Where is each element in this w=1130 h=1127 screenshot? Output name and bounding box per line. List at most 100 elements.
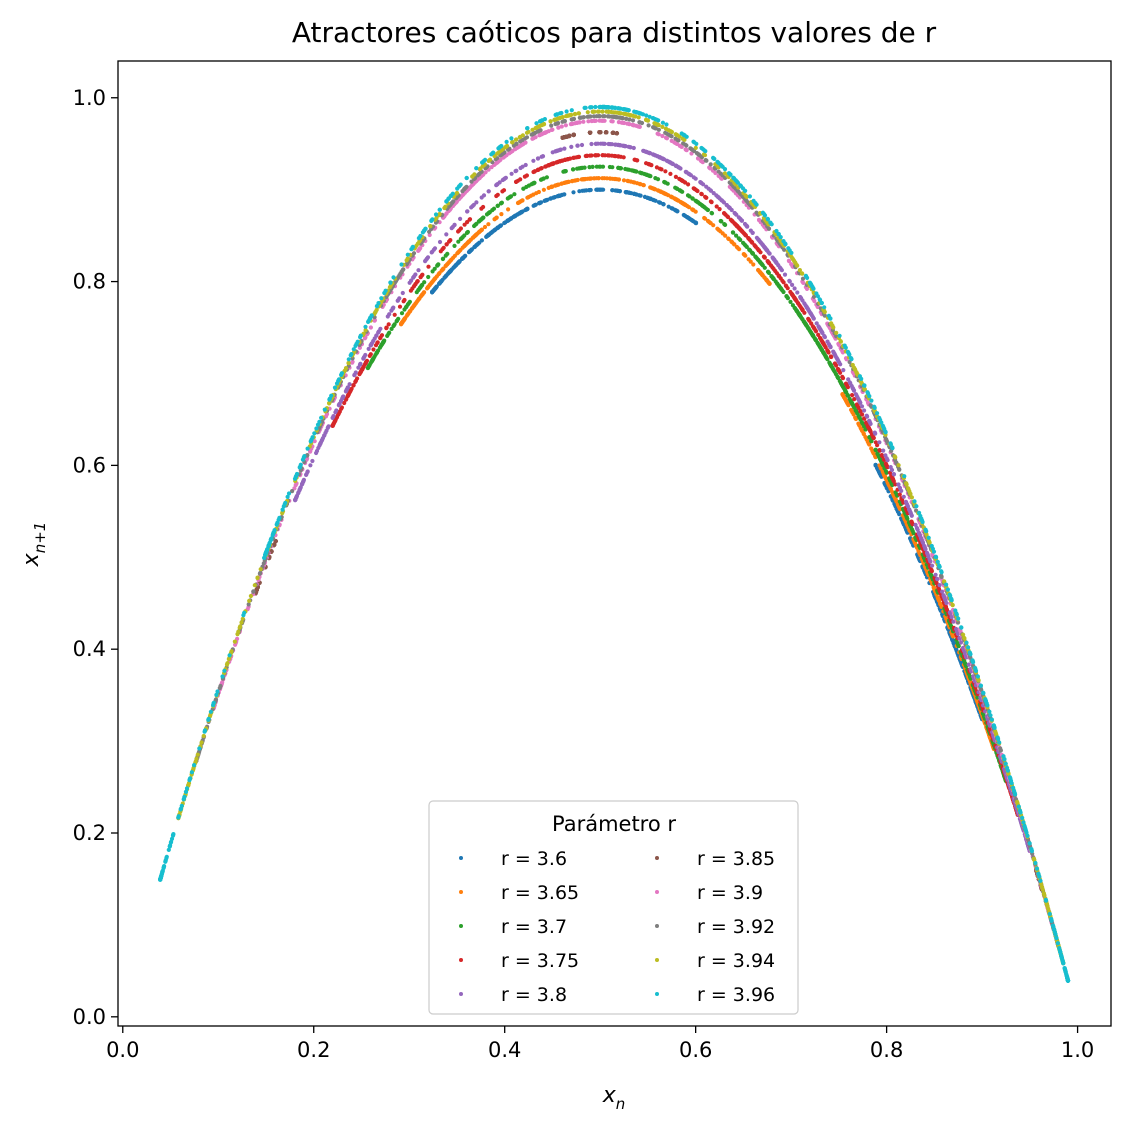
data-point — [975, 695, 980, 700]
data-point — [618, 166, 623, 171]
data-point — [343, 397, 349, 402]
data-point — [608, 176, 613, 181]
data-point — [401, 299, 406, 304]
data-point — [719, 219, 724, 224]
data-point — [670, 161, 676, 167]
data-point — [722, 211, 727, 216]
data-point — [589, 141, 594, 147]
data-point — [486, 222, 491, 227]
data-point — [707, 166, 713, 171]
data-point — [776, 273, 781, 278]
data-point — [766, 269, 771, 274]
data-point — [494, 193, 499, 199]
data-point — [541, 187, 547, 192]
data-point — [929, 569, 935, 574]
data-point — [498, 223, 503, 228]
data-point — [766, 250, 771, 255]
data-point — [686, 216, 692, 221]
data-point — [691, 186, 696, 191]
data-point — [909, 513, 914, 518]
data-point — [905, 503, 910, 508]
data-point — [901, 494, 906, 499]
data-point — [937, 583, 942, 588]
data-point — [867, 442, 872, 447]
data-point — [785, 296, 791, 301]
data-point — [890, 489, 895, 494]
data-point — [456, 239, 461, 244]
data-point — [917, 532, 922, 538]
data-point — [869, 438, 874, 443]
data-point — [853, 408, 858, 413]
data-point — [497, 180, 502, 185]
data-point — [422, 290, 427, 295]
data-point — [675, 209, 680, 214]
data-point — [936, 598, 942, 603]
data-point — [857, 422, 862, 427]
data-point — [428, 282, 433, 287]
data-point — [612, 176, 617, 182]
data-point — [437, 281, 442, 286]
data-point — [845, 393, 851, 398]
data-point — [655, 131, 660, 136]
data-point — [308, 463, 313, 468]
data-point — [381, 340, 386, 345]
data-point — [394, 319, 399, 324]
data-point — [810, 324, 816, 329]
data-point — [773, 268, 778, 274]
data-point — [419, 293, 424, 298]
data-point — [660, 133, 665, 139]
data-point — [781, 289, 786, 295]
data-point — [532, 180, 537, 185]
data-point — [963, 662, 968, 667]
data-point — [942, 596, 948, 602]
data-point — [562, 146, 567, 151]
data-point — [767, 281, 772, 286]
data-point — [535, 156, 541, 161]
data-point — [481, 204, 486, 210]
data-point — [831, 367, 836, 372]
data-point — [571, 155, 576, 160]
data-point — [955, 629, 960, 635]
data-point — [340, 395, 345, 401]
data-point — [733, 211, 738, 216]
data-point — [940, 589, 945, 594]
data-point — [814, 321, 819, 326]
data-point — [867, 428, 873, 433]
data-point — [476, 219, 481, 224]
data-point — [363, 360, 369, 365]
data-point — [587, 153, 593, 158]
data-point — [928, 559, 933, 564]
data-point — [582, 188, 587, 193]
data-point — [593, 141, 599, 146]
data-point — [330, 423, 335, 428]
data-point — [532, 169, 537, 174]
data-point — [435, 263, 440, 268]
data-point — [403, 305, 409, 310]
data-point — [298, 485, 303, 490]
data-point — [475, 242, 480, 247]
data-point — [779, 286, 784, 291]
data-point — [803, 322, 808, 327]
data-point — [486, 232, 491, 237]
data-point — [648, 185, 653, 190]
data-point — [670, 195, 675, 200]
data-point — [860, 428, 865, 434]
data-point — [863, 434, 868, 440]
data-point — [853, 416, 859, 422]
data-point — [523, 162, 528, 168]
data-point — [756, 237, 761, 242]
data-point — [767, 261, 772, 266]
data-point — [598, 187, 603, 192]
data-point — [873, 448, 878, 453]
data-point — [414, 299, 419, 305]
data-point — [347, 382, 352, 387]
data-point — [376, 329, 381, 334]
data-point — [653, 176, 658, 181]
data-point — [771, 277, 776, 282]
data-point — [579, 142, 585, 148]
data-point — [400, 290, 405, 296]
data-point — [441, 266, 446, 271]
data-point — [516, 200, 522, 205]
data-point — [581, 115, 587, 120]
data-point — [343, 389, 348, 394]
